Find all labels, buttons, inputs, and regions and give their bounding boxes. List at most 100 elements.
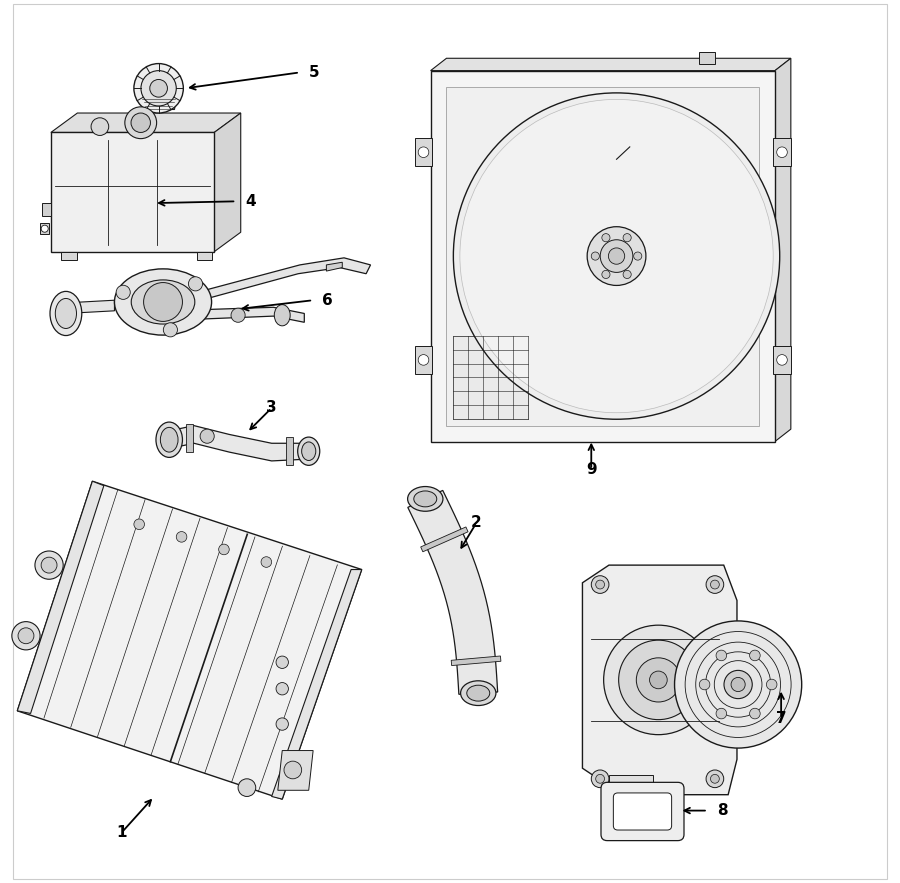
Circle shape <box>261 556 272 567</box>
Text: 4: 4 <box>245 194 256 208</box>
Polygon shape <box>474 248 585 321</box>
Text: 3: 3 <box>266 401 277 415</box>
Circle shape <box>716 708 726 719</box>
Circle shape <box>596 774 605 783</box>
Ellipse shape <box>408 487 443 511</box>
Polygon shape <box>40 223 50 234</box>
Ellipse shape <box>414 491 436 507</box>
Circle shape <box>591 576 609 593</box>
Circle shape <box>460 100 773 412</box>
Circle shape <box>602 234 610 242</box>
Circle shape <box>276 656 288 668</box>
Polygon shape <box>773 346 791 374</box>
Polygon shape <box>642 257 767 291</box>
Circle shape <box>276 683 288 695</box>
Polygon shape <box>61 252 77 260</box>
Circle shape <box>200 429 214 443</box>
Circle shape <box>618 640 698 720</box>
Ellipse shape <box>274 305 290 326</box>
Polygon shape <box>647 139 724 249</box>
Circle shape <box>131 113 150 132</box>
Circle shape <box>238 779 256 796</box>
Polygon shape <box>196 252 212 260</box>
Circle shape <box>623 234 631 242</box>
Polygon shape <box>186 424 193 452</box>
Circle shape <box>144 283 183 321</box>
Circle shape <box>41 557 57 573</box>
Polygon shape <box>278 751 313 790</box>
Circle shape <box>731 677 745 691</box>
Polygon shape <box>451 656 501 666</box>
Polygon shape <box>51 113 240 132</box>
Circle shape <box>600 240 633 272</box>
Circle shape <box>125 107 157 139</box>
Circle shape <box>750 650 760 660</box>
Ellipse shape <box>461 681 496 706</box>
Circle shape <box>650 671 667 689</box>
Polygon shape <box>560 276 594 403</box>
Circle shape <box>12 622 40 650</box>
Polygon shape <box>51 132 214 252</box>
Circle shape <box>636 658 680 702</box>
Polygon shape <box>430 71 775 442</box>
Polygon shape <box>420 527 468 552</box>
Polygon shape <box>169 426 307 461</box>
Circle shape <box>777 355 788 366</box>
Circle shape <box>18 628 34 644</box>
Circle shape <box>149 79 167 97</box>
Ellipse shape <box>131 280 194 324</box>
Polygon shape <box>595 159 639 173</box>
Circle shape <box>706 770 724 788</box>
Polygon shape <box>583 107 635 227</box>
Ellipse shape <box>467 685 490 701</box>
Polygon shape <box>446 87 759 426</box>
Circle shape <box>276 718 288 730</box>
Circle shape <box>587 227 646 285</box>
Circle shape <box>116 285 130 299</box>
Text: 6: 6 <box>322 293 333 307</box>
Ellipse shape <box>298 437 320 465</box>
Circle shape <box>699 679 710 690</box>
Circle shape <box>284 761 302 779</box>
Polygon shape <box>582 565 737 795</box>
Polygon shape <box>214 113 240 252</box>
Circle shape <box>608 248 625 264</box>
Polygon shape <box>482 175 602 229</box>
Circle shape <box>750 708 760 719</box>
Polygon shape <box>286 437 292 465</box>
Polygon shape <box>616 289 710 384</box>
Polygon shape <box>408 490 498 694</box>
Polygon shape <box>415 138 432 166</box>
Circle shape <box>91 117 109 135</box>
Circle shape <box>602 270 610 278</box>
FancyBboxPatch shape <box>614 793 671 830</box>
Polygon shape <box>192 258 371 303</box>
Circle shape <box>141 71 176 106</box>
Polygon shape <box>166 307 304 322</box>
Circle shape <box>231 308 245 322</box>
Circle shape <box>596 580 605 589</box>
Text: 7: 7 <box>776 712 787 726</box>
Polygon shape <box>775 58 791 442</box>
Circle shape <box>777 147 788 157</box>
Ellipse shape <box>160 427 178 452</box>
Polygon shape <box>42 203 51 216</box>
Polygon shape <box>141 97 176 109</box>
Text: 5: 5 <box>309 65 320 79</box>
Polygon shape <box>17 481 362 799</box>
Circle shape <box>35 551 63 579</box>
Circle shape <box>623 270 631 278</box>
Circle shape <box>163 323 177 337</box>
Polygon shape <box>66 300 114 313</box>
Ellipse shape <box>55 298 76 328</box>
Polygon shape <box>327 262 342 271</box>
Circle shape <box>767 679 777 690</box>
Circle shape <box>591 252 599 260</box>
Polygon shape <box>453 336 527 419</box>
Circle shape <box>134 519 145 530</box>
Polygon shape <box>415 346 432 374</box>
Circle shape <box>219 544 230 555</box>
Circle shape <box>188 276 202 291</box>
Ellipse shape <box>50 291 82 336</box>
Circle shape <box>710 774 719 783</box>
